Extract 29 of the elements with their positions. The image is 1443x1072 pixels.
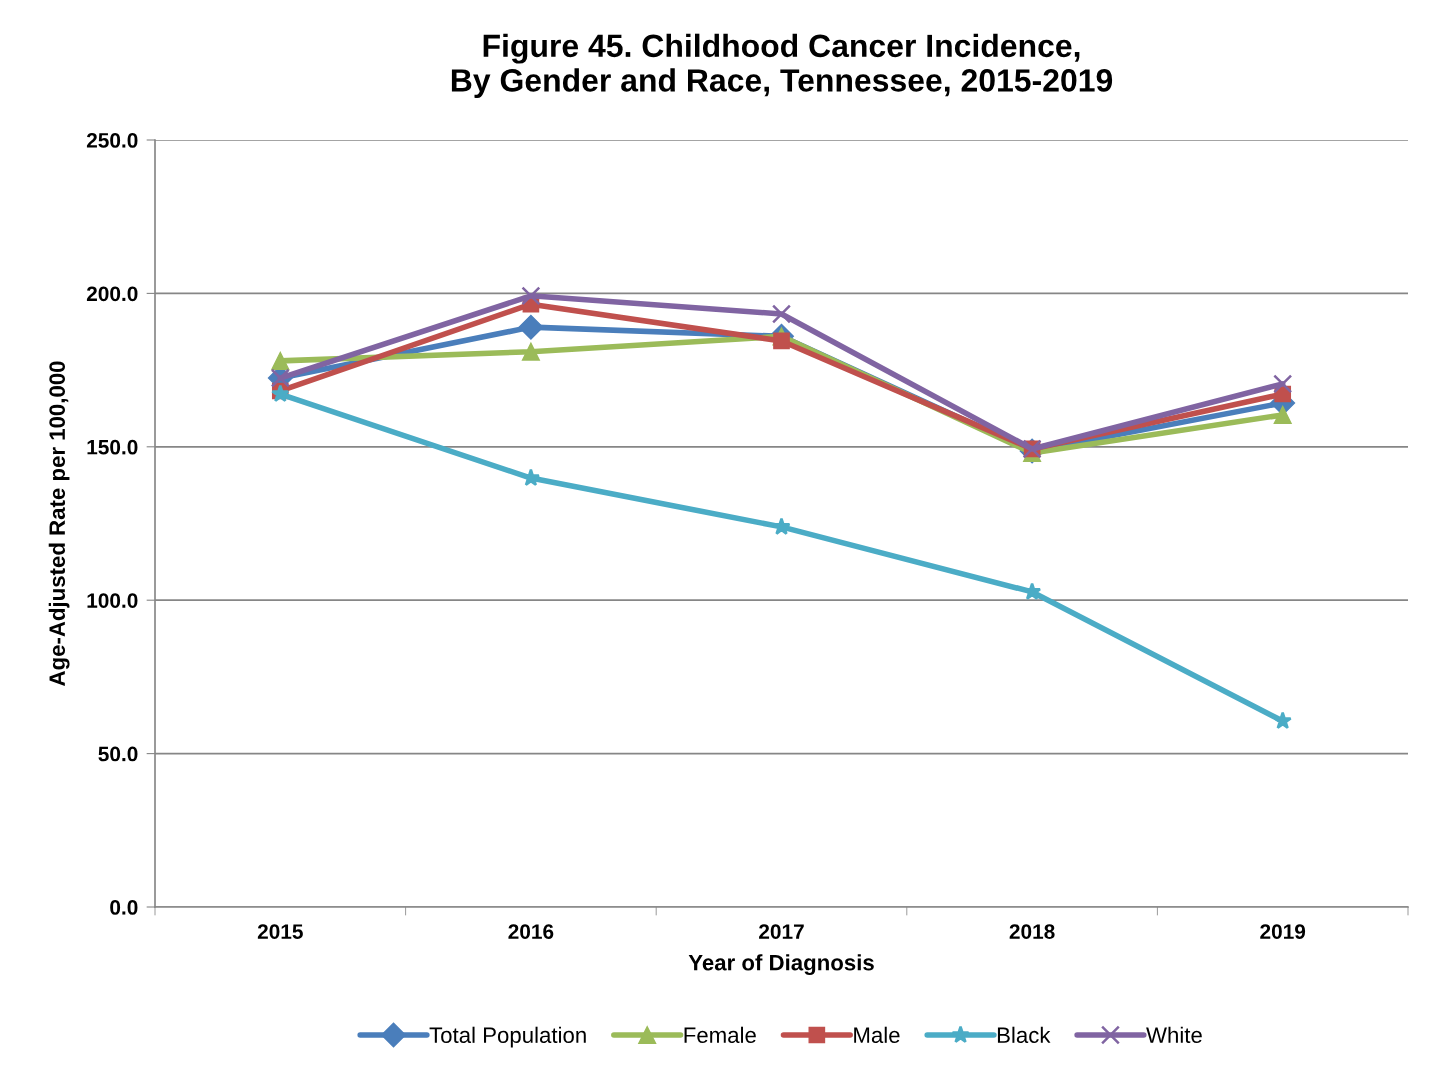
- point: [521, 286, 541, 306]
- point: [518, 314, 544, 340]
- x-tick-label: 2017: [759, 924, 804, 939]
- y-axis-title: Age-Adjusted Rate per 100,000: [48, 361, 70, 686]
- legend-label: Male: [854, 1026, 900, 1044]
- legend-label: Female: [684, 1026, 756, 1044]
- y-tick-label: 150.0: [87, 439, 138, 455]
- point: [1273, 374, 1293, 394]
- y-tick-label: 0.0: [110, 900, 138, 915]
- legend-label: Black: [997, 1026, 1051, 1044]
- x-tick-label: 2016: [508, 924, 554, 939]
- point: [1273, 711, 1292, 730]
- y-tick-label: 100.0: [87, 593, 138, 608]
- point: [771, 304, 792, 324]
- point: [521, 468, 541, 487]
- legend-label: White: [1146, 1026, 1202, 1044]
- point: [773, 332, 790, 350]
- x-axis-title: Year of Diagnosis: [688, 954, 874, 976]
- x-tick-label: 2019: [1260, 924, 1306, 939]
- y-tick-label: 50.0: [98, 746, 138, 762]
- y-tick-label: 200.0: [86, 286, 138, 302]
- legend-label: Total Population: [429, 1026, 586, 1048]
- chart-title: Figure 45. Childhood Cancer Incidence, By Gender and Race, Tennessee, 2015-2019: [451, 33, 1113, 99]
- x-tick-label: 2018: [1009, 924, 1055, 939]
- point: [521, 342, 540, 361]
- point: [1273, 405, 1292, 424]
- point: [271, 351, 290, 370]
- x-tick-label: 2015: [257, 924, 303, 939]
- y-tick-label: 250.0: [86, 133, 138, 148]
